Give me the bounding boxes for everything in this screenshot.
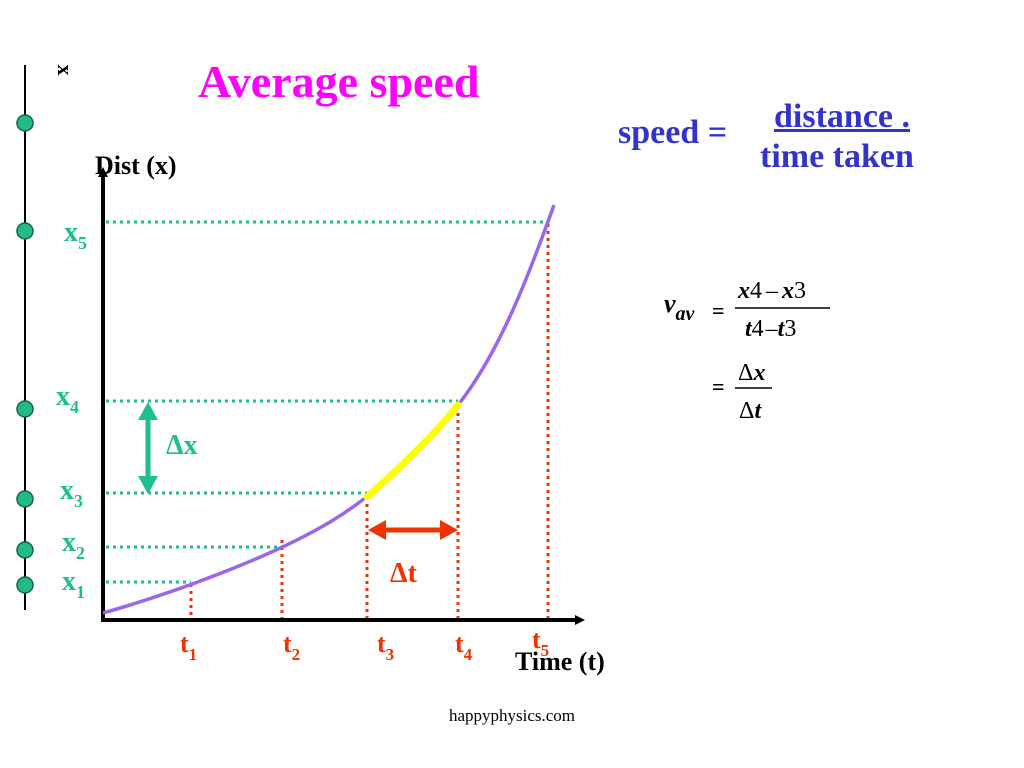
vav-delta-t: Δt [739,398,762,424]
label-x1: x1 [62,566,85,602]
delta-x-arrow [138,402,158,494]
label-t4: t4 [455,629,473,664]
label-t3: t3 [377,629,394,664]
label-x2: x2 [62,527,85,563]
position-marker [16,222,34,240]
footer-credit: happyphysics.com [448,706,576,725]
label-t5: t5 [532,625,549,660]
time-labels: t1 t2 t3 t4 t5 [180,625,549,664]
vav-equals: = [712,298,725,323]
horizontal-guides [106,220,548,584]
vav-numerator: x4– x3 [737,278,806,304]
label-x3: x3 [60,475,83,511]
vav-delta-x: Δx [738,360,765,386]
vav-equals-2: = [712,374,725,399]
speed-formula-denominator: time taken [760,138,914,175]
label-x4: x4 [56,381,79,417]
speed-formula-lhs: speed = [618,114,728,151]
label-x5: x5 [64,217,87,253]
side-axis-label: x [53,65,78,76]
page-title: Average speed [198,56,480,107]
label-t1: t1 [180,629,197,664]
position-marker [16,490,34,508]
delta-x-label: Δx [166,430,198,461]
position-marker [16,114,34,132]
vertical-guides [189,224,550,618]
vav-denominator: t4–t3 [745,316,796,342]
position-marker [16,400,34,418]
distance-time-curve [102,204,556,615]
position-marker [16,541,34,559]
vav-lhs: vav [664,289,696,325]
position-labels: x5 x4 x3 x2 x1 [56,217,87,602]
position-marker [16,576,34,594]
speed-formula-numerator: distance . [774,98,910,135]
y-axis-label: Dist (x) [95,151,177,180]
delta-t-arrow [368,520,458,540]
delta-t-label: Δt [390,558,418,589]
position-axis: x [16,65,78,610]
x-axis-label: Time (t) [515,647,605,676]
label-t2: t2 [283,629,300,664]
vav-formula: vav = x4– x3 t4–t3 = Δx Δt [664,278,830,424]
highlighted-segment [363,401,462,501]
